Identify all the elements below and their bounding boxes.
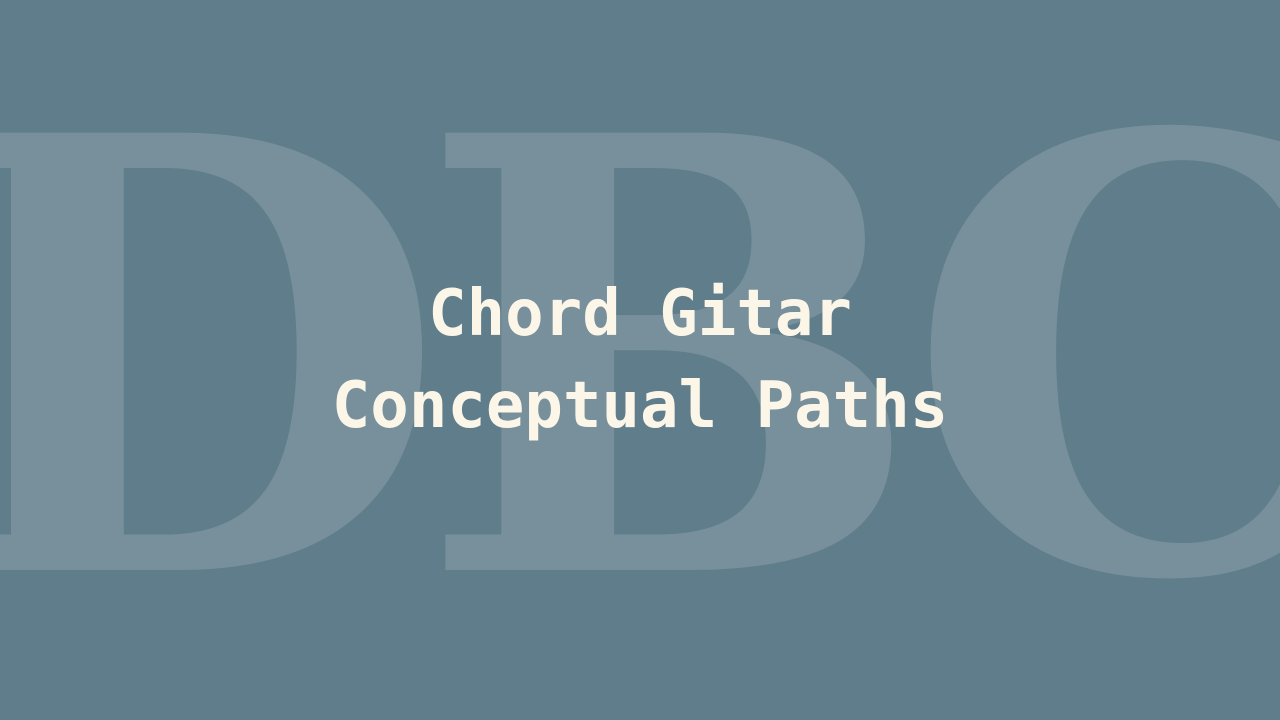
title-line-1: Chord Gitar <box>428 277 852 351</box>
title-line-2: Conceptual Paths <box>331 369 949 443</box>
